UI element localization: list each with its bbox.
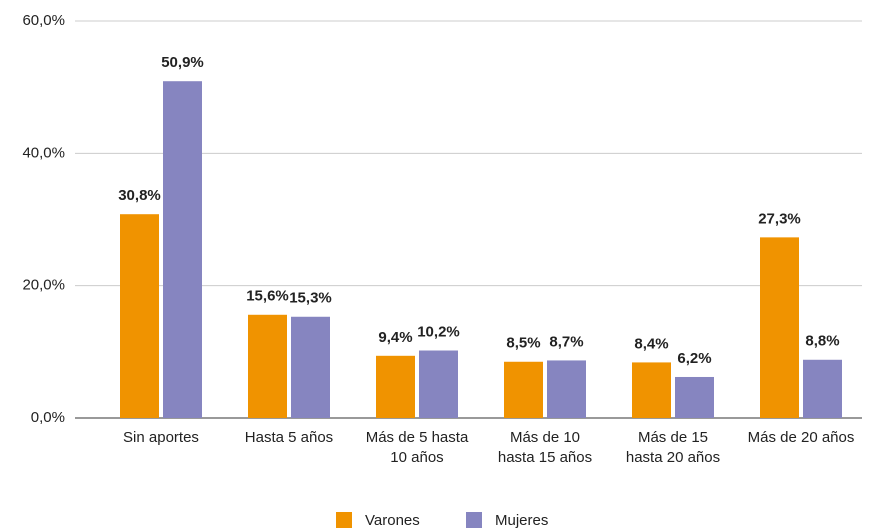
x-tick-label: Hasta 5 años (244, 429, 334, 446)
y-tick-label: 60,0% (22, 12, 65, 29)
data-label: 50,9% (161, 54, 204, 71)
data-label: 8,8% (805, 333, 839, 350)
data-label: 8,5% (506, 335, 540, 352)
x-tick-label: Sin aportes (123, 429, 199, 446)
bar (547, 360, 586, 418)
x-tick-label: Más de 10 hasta 15 años (497, 429, 593, 466)
x-tick-label: Más de 15 hasta 20 años (625, 429, 721, 466)
bar (291, 316, 330, 418)
bar (675, 376, 714, 418)
bar (419, 350, 458, 418)
data-label: 8,4% (634, 335, 668, 352)
data-label: 9,4% (378, 329, 412, 346)
y-tick-label: 20,0% (22, 277, 65, 294)
data-label: 8,7% (549, 333, 583, 350)
y-tick-label: 40,0% (22, 144, 65, 161)
data-label: 27,3% (758, 210, 801, 227)
bar (120, 214, 159, 418)
bar (504, 361, 543, 418)
x-tick-label: Más de 20 años (747, 429, 855, 446)
legend-swatch (466, 512, 482, 528)
data-label: 30,8% (118, 187, 161, 204)
bar (248, 314, 287, 418)
bar (632, 362, 671, 418)
bar (163, 81, 202, 418)
y-tick-label: 0,0% (31, 409, 65, 426)
bar (803, 359, 842, 418)
data-label: 15,6% (246, 288, 289, 305)
legend-label: Mujeres (495, 512, 548, 529)
legend-swatch (336, 512, 352, 528)
x-tick-label: Más de 5 hasta 10 años (365, 429, 469, 466)
bar (376, 355, 415, 418)
data-label: 6,2% (677, 350, 711, 367)
bar (760, 237, 799, 418)
data-label: 15,3% (289, 290, 332, 307)
data-label: 10,2% (417, 323, 460, 340)
legend-label: Varones (365, 512, 420, 529)
